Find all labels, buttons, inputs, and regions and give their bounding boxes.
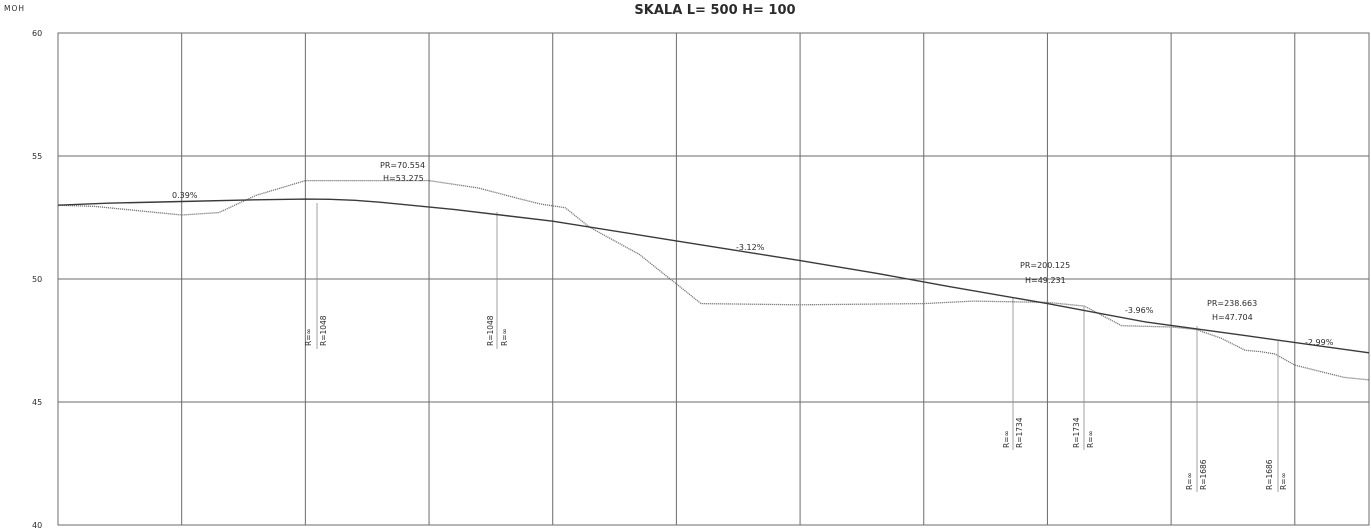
elevation-label: H=49.231: [1025, 276, 1066, 285]
radius-label: R=1686: [1199, 459, 1208, 490]
grade-label: 0.39%: [172, 191, 198, 200]
radius-label: R=1734: [1015, 417, 1024, 448]
grid: [57, 32, 1369, 526]
existing-terrain-line: [57, 179, 1370, 381]
y-tick-label: 40: [32, 521, 42, 530]
radius-label: R=1048: [486, 315, 495, 346]
radius-label: R=1734: [1072, 417, 1081, 448]
vertical-point-labels: PR=70.554 H=53.275 PR=200.125 H=49.231 P…: [380, 161, 1257, 322]
radius-label: R=∞: [304, 328, 313, 346]
grade-label: -3.12%: [736, 243, 765, 252]
design-profile-line: [57, 198, 1370, 354]
radius-labels: R=∞ R=1048 R=1048 R=∞ R=∞ R=1734 R=1734 …: [304, 315, 1288, 490]
radius-label: R=∞: [1279, 472, 1288, 490]
grade-labels: 0.39% -3.12% -3.96% -2.99%: [172, 191, 1334, 347]
station-label: PR=70.554: [380, 161, 425, 170]
y-tick-label: 60: [32, 29, 42, 38]
radius-label: R=∞: [500, 328, 509, 346]
station-label: PR=238.663: [1207, 299, 1257, 308]
radius-label: R=∞: [1185, 472, 1194, 490]
radius-marker-lines: [316, 203, 1279, 492]
y-tick-label: 50: [32, 275, 42, 284]
radius-label: R=∞: [1086, 430, 1095, 448]
grade-label: -2.99%: [1305, 338, 1334, 347]
elevation-label: H=47.704: [1212, 313, 1253, 322]
y-tick-label: 45: [32, 398, 42, 407]
station-label: PR=200.125: [1020, 261, 1070, 270]
y-tick-label: 55: [32, 152, 42, 161]
unit-label: MOH: [4, 4, 25, 13]
grade-label: -3.96%: [1125, 306, 1154, 315]
radius-label: R=1686: [1265, 459, 1274, 490]
radius-label: R=1048: [319, 315, 328, 346]
elevation-label: H=53.275: [383, 174, 424, 183]
radius-label: R=∞: [1002, 430, 1011, 448]
scale-title: SKALA L= 500 H= 100: [634, 3, 795, 18]
y-axis: 60 55 50 45 40: [32, 29, 42, 530]
